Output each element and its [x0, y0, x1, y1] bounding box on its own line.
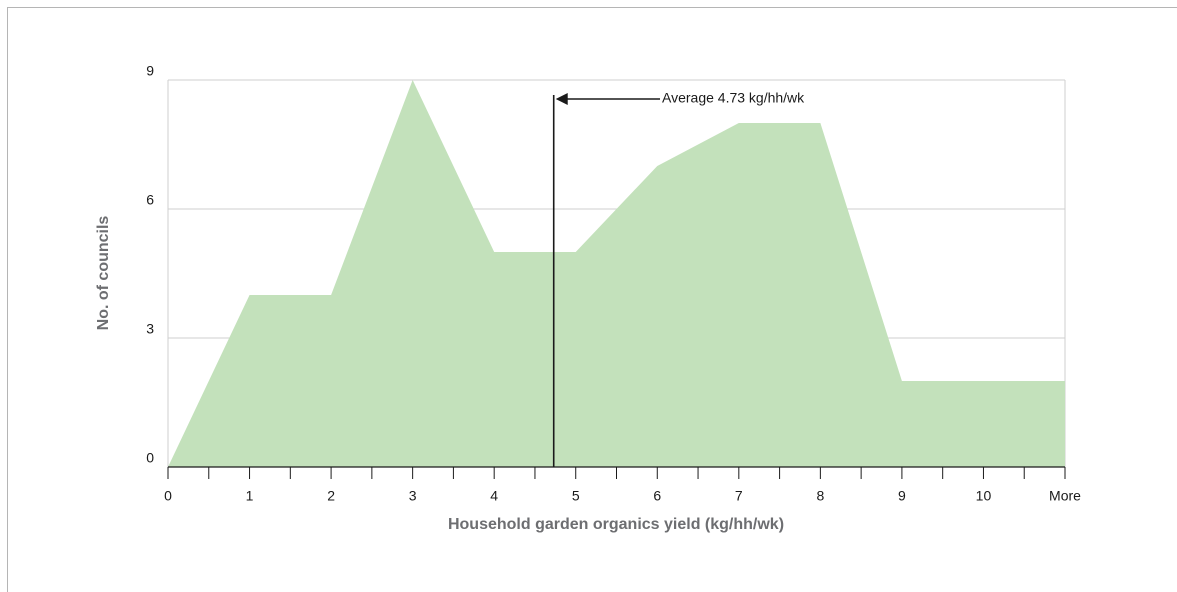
y-tick-label: 9 [146, 63, 154, 79]
x-tick-label: 7 [735, 488, 743, 504]
annotation-arrowhead [555, 93, 568, 105]
x-tick-label: 5 [572, 488, 580, 504]
x-tick-label: 6 [653, 488, 661, 504]
y-tick-label: 0 [146, 450, 154, 466]
x-axis-title: Household garden organics yield (kg/hh/w… [448, 516, 784, 533]
x-tick-label: 4 [490, 488, 498, 504]
annotation: Average 4.73 kg/hh/wk [662, 90, 805, 106]
x-tick-label: More [1049, 488, 1081, 504]
area [168, 80, 1065, 467]
y-axis-title: No. of councils [95, 216, 112, 331]
frame [7, 7, 1177, 592]
x-tick-label: 0 [164, 488, 172, 504]
x-tick-label: 9 [898, 488, 906, 504]
y-tick-label: 3 [146, 321, 154, 337]
x-tick-label: 10 [976, 488, 992, 504]
x-tick-label: 2 [327, 488, 335, 504]
x-tick-label: 1 [246, 488, 254, 504]
y-tick-label: 6 [146, 192, 154, 208]
x-tick-label: 8 [816, 488, 824, 504]
x-tick-label: 3 [409, 488, 417, 504]
